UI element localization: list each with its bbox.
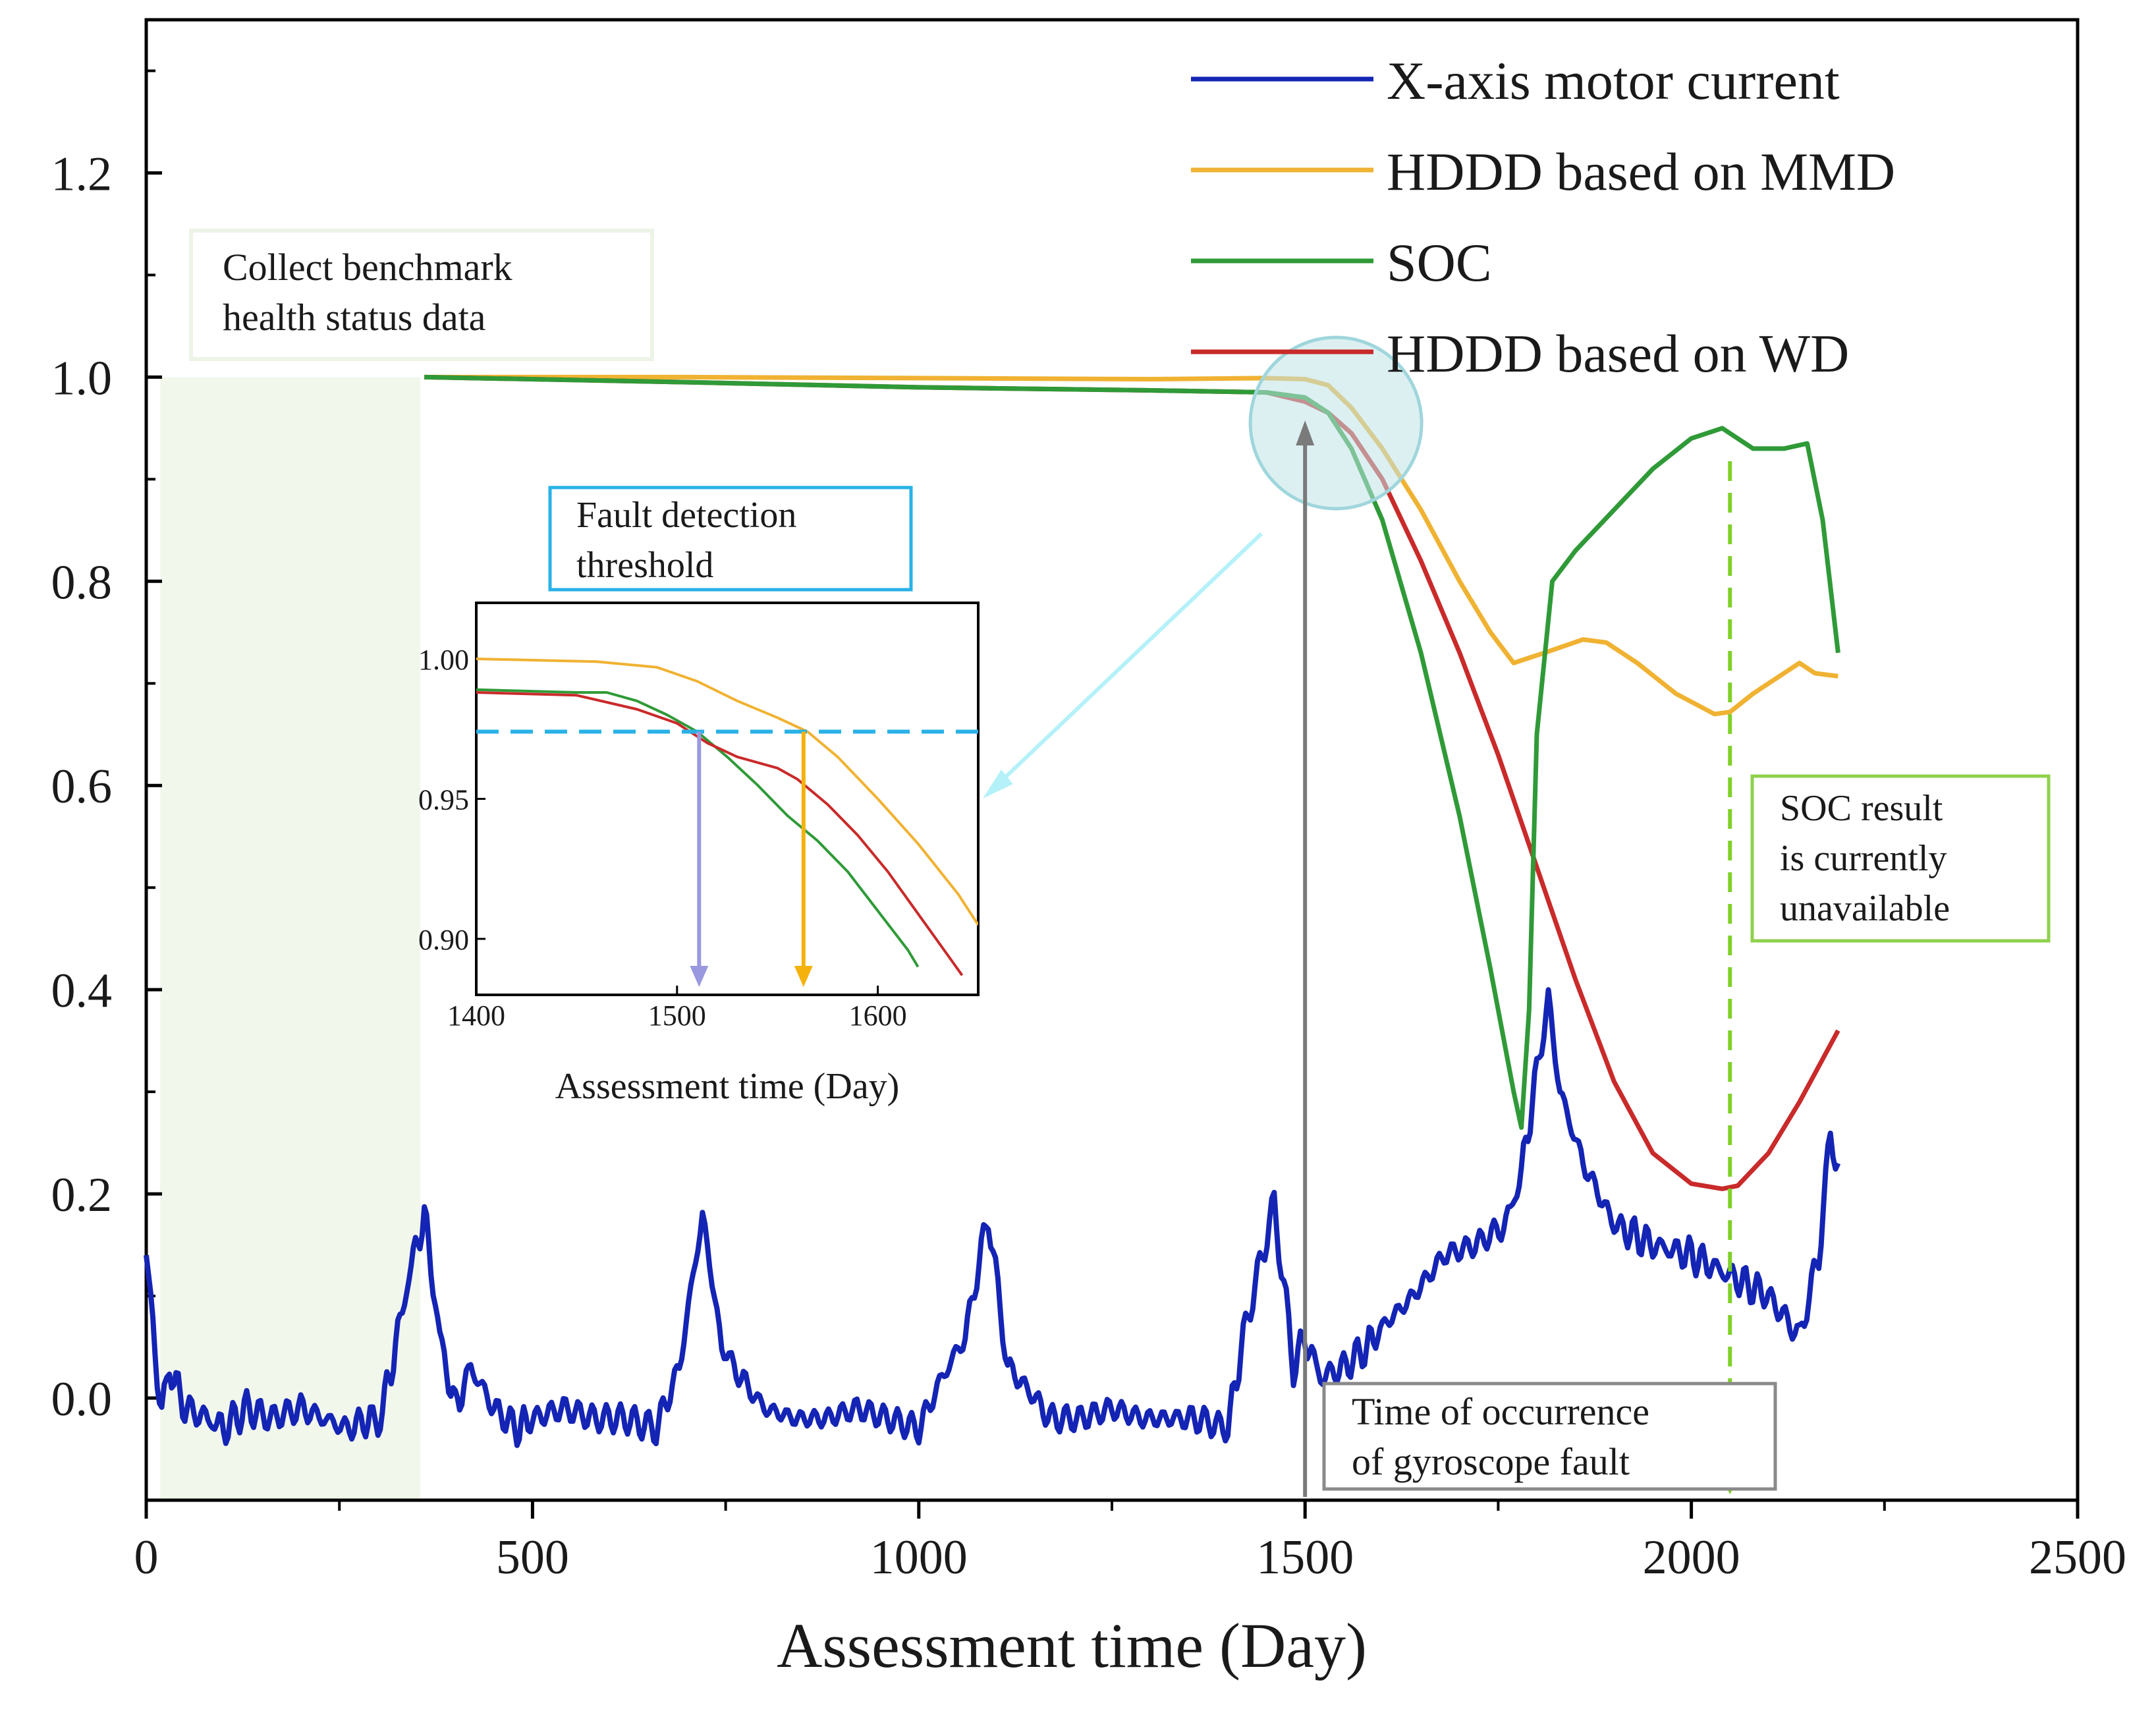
x-tick-label: 1500 [1256, 1530, 1354, 1585]
y-tick-label: 1.0 [51, 351, 113, 405]
axis-ticks: 0 500 1000 1500 2000 2500 0.0 0.2 0.4 0.6 0.8 1.0 1.… [51, 69, 2126, 1585]
x-tick-label: 2500 [2029, 1530, 2126, 1585]
annotation-soc-unavailable: SOC result is currently unavailable [1750, 774, 2051, 943]
annotation-line: threshold [576, 545, 713, 586]
x-tick-label: 500 [496, 1530, 569, 1585]
inset-x-tick-label: 1600 [849, 999, 907, 1032]
annotation-line: Time of occurrence [1352, 1390, 1649, 1433]
inset-x-tick-label: 1500 [648, 999, 706, 1032]
annotation-gyroscope-fault: Time of occurrence of gyroscope fault [1322, 1382, 1777, 1491]
legend-label-soc: SOC [1387, 233, 1492, 293]
inset-y-tick-label: 1.00 [418, 644, 469, 676]
annotation-line: Fault detection [576, 495, 796, 536]
x-axis-label: Assessment time (Day) [777, 1610, 1367, 1681]
x-tick-label: 1000 [870, 1530, 968, 1585]
y-tick-label: 0.8 [51, 555, 113, 609]
inset-series-layer [476, 658, 978, 987]
y-tick-label: 0.4 [51, 964, 113, 1018]
y-tick-label: 0.0 [51, 1372, 113, 1426]
legend-label-wd: HDDD based on WD [1387, 323, 1849, 383]
x-tick-label: 0 [134, 1530, 159, 1585]
legend: X-axis motor current HDDD based on MMD S… [1191, 51, 1895, 383]
annotation-line: of gyroscope fault [1352, 1440, 1630, 1483]
annotation-benchmark: Collect benchmark health status data [189, 229, 654, 361]
benchmark-region [160, 377, 421, 1500]
annotation-line: unavailable [1780, 888, 1950, 929]
y-tick-label: 0.6 [51, 760, 113, 814]
x-tick-label: 2000 [1643, 1530, 1740, 1585]
annotation-line: SOC result [1780, 788, 1943, 829]
y-tick-label: 1.2 [51, 147, 113, 201]
annotation-line: is currently [1780, 838, 1947, 879]
zoom-arrow-head [983, 770, 1013, 799]
inset-marker-arrow-head-1 [794, 966, 813, 987]
inset-y-tick-label: 0.90 [418, 924, 469, 956]
series-line-0 [144, 987, 1841, 1448]
zoom-arrow [993, 532, 1263, 789]
legend-label-mmd: HDDD based on MMD [1387, 142, 1895, 202]
inset-series-line-0 [476, 658, 978, 926]
inset-x-axis-label: Assessment time (Day) [555, 1066, 900, 1107]
inset-y-tick-label: 0.95 [418, 784, 469, 816]
inset-marker-arrow-head-0 [690, 966, 709, 987]
legend-label-motor-current: X-axis motor current [1387, 51, 1840, 111]
inset-axis-ticks: 1400 1500 1600 0.90 0.95 1.00 [418, 644, 907, 1032]
inset-plot-area [476, 658, 978, 987]
inset-series-line-1 [476, 688, 920, 968]
inset-series-line-2 [476, 691, 964, 976]
inset-chart: 1400 1500 1600 0.90 0.95 1.00 Assessment time… [418, 602, 980, 1107]
annotation-threshold: Fault detection threshold [548, 486, 913, 592]
inset-x-tick-label: 1400 [447, 999, 505, 1032]
annotation-line: Collect benchmark [223, 246, 512, 289]
annotation-line: health status data [223, 296, 485, 339]
y-tick-label: 0.2 [51, 1168, 113, 1222]
zoom-highlight-circle [1248, 335, 1424, 511]
fault-time-arrow-head [1296, 420, 1315, 446]
